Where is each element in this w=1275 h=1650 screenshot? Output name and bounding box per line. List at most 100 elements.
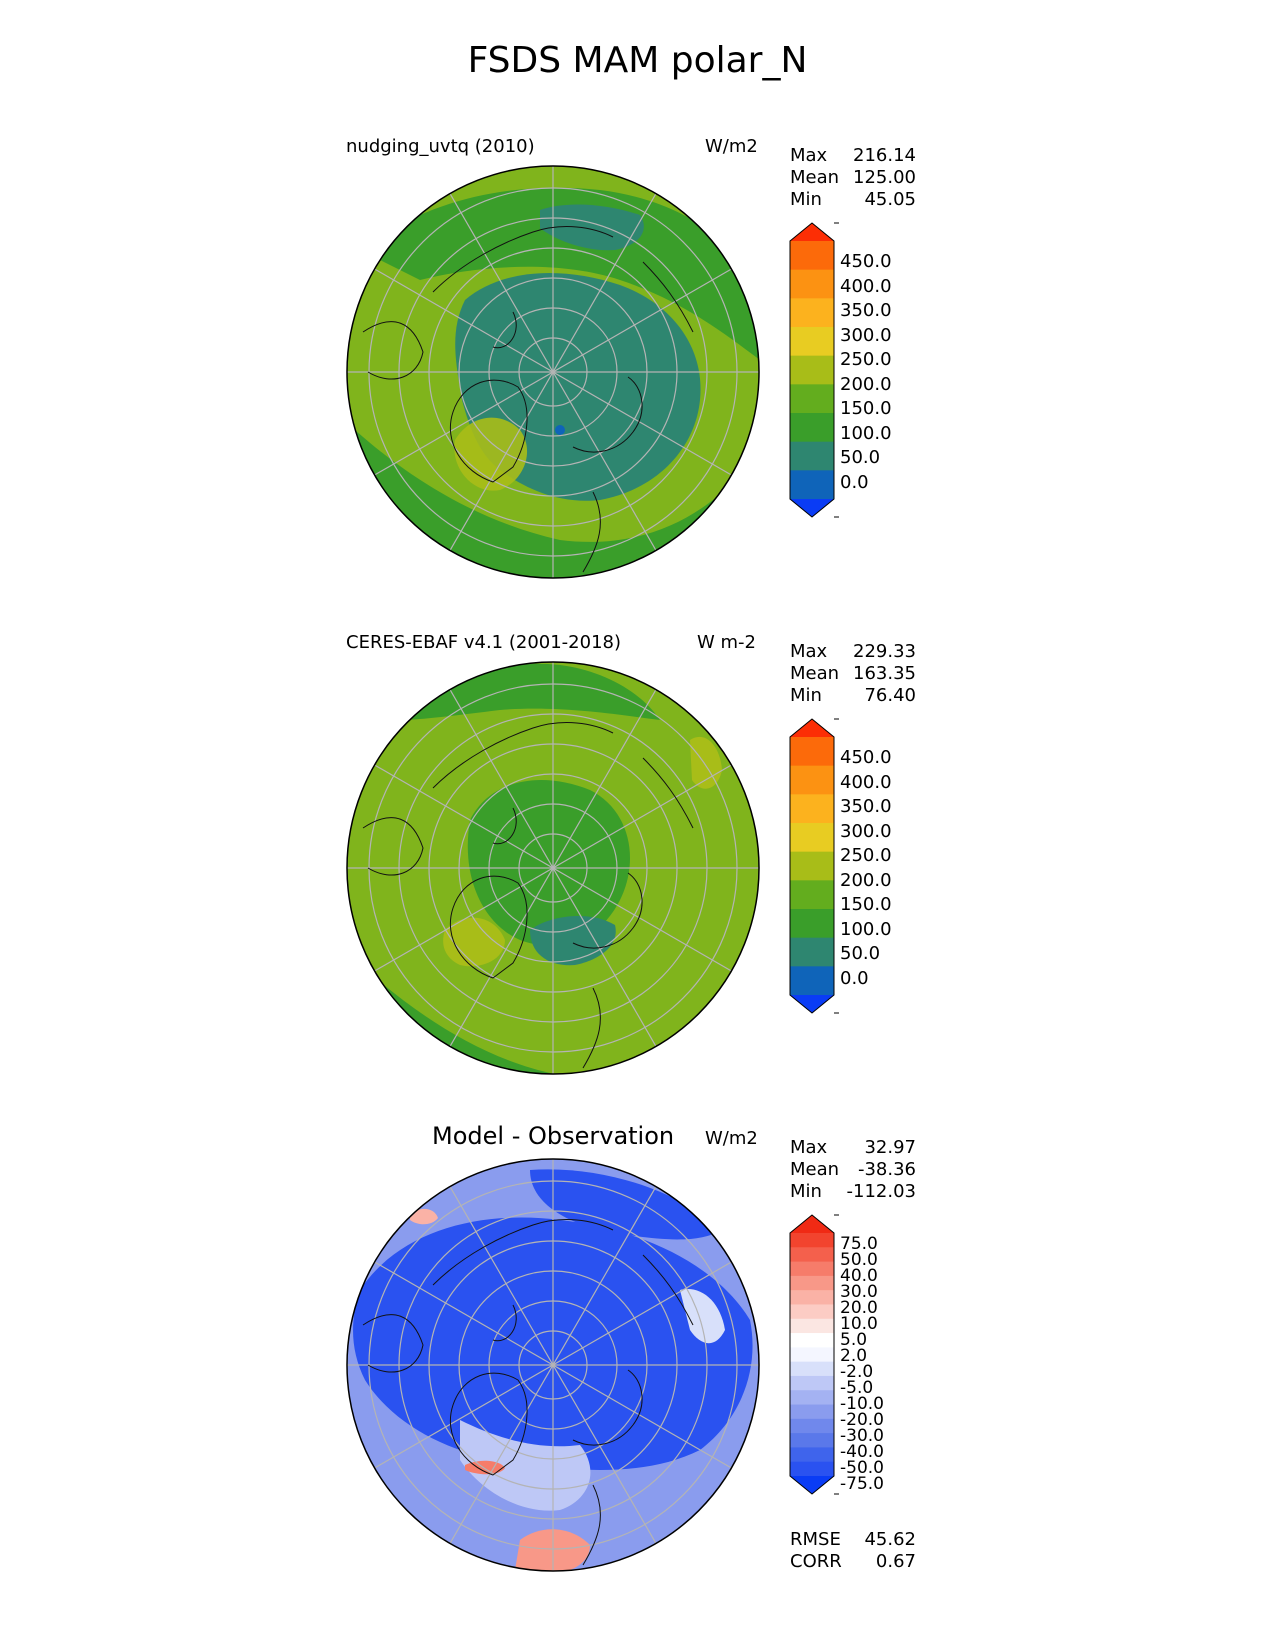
- colorbar-tick: 200.0: [840, 870, 892, 891]
- colorbar-tick: 150.0: [840, 398, 892, 419]
- coastline: [642, 757, 694, 829]
- coastline: [492, 807, 517, 845]
- contour-region: [460, 1420, 591, 1511]
- colorbar-tick: 350.0: [840, 300, 892, 321]
- colorbar-tick: 400.0: [840, 276, 892, 297]
- colorbar-tick: 50.0: [840, 943, 881, 964]
- colorbar-segment: [790, 937, 834, 967]
- coastline: [582, 1484, 601, 1566]
- colorbar-tick: 200.0: [840, 374, 892, 395]
- colorbar-segment: [790, 851, 834, 881]
- coastline: [362, 321, 424, 380]
- colorbar-3: [789, 1214, 839, 1495]
- colorbar-tick: 100.0: [840, 423, 892, 444]
- colorbar-tick: 0.0: [840, 472, 869, 493]
- colorbar-segment: [790, 737, 834, 767]
- colorbar-segment: [790, 384, 834, 414]
- colorbar-segment: [790, 1233, 834, 1248]
- stat-label: Max: [790, 145, 828, 166]
- panel-1-units: W/m2: [705, 136, 758, 157]
- colorbar-tick: 400.0: [840, 772, 892, 793]
- colorbar-outline: [789, 1214, 835, 1495]
- colorbar-segment: [790, 1418, 834, 1434]
- colorbar-tick: -5.0: [840, 1378, 874, 1398]
- panel-2-graticule: [346, 661, 760, 1075]
- map-overlays: [346, 165, 760, 1572]
- longitude-line: [449, 1186, 657, 1544]
- colorbar-outline: [789, 718, 835, 1014]
- figure-title: FSDS MAM polar_N: [467, 40, 808, 81]
- colorbar-segment: [790, 269, 834, 299]
- stat-value: 45.05: [864, 189, 916, 210]
- contour-region: [540, 204, 644, 251]
- panel-2-units: W m-2: [697, 632, 757, 653]
- coastline: [582, 987, 601, 1069]
- colorbar-tick: 300.0: [840, 821, 892, 842]
- panel-1-title: nudging_uvtq (2010): [346, 136, 535, 157]
- colorbar-segment: [790, 1447, 834, 1463]
- coastline: [492, 1304, 517, 1342]
- colorbar-segment: [790, 1333, 834, 1348]
- stat-label: Min: [790, 189, 822, 210]
- score-label: RMSE: [790, 1529, 841, 1550]
- coastline: [642, 1254, 694, 1326]
- colorbar-extend-max: [790, 223, 834, 241]
- colorbar-segment: [790, 327, 834, 357]
- contour-region: [530, 1169, 720, 1240]
- longitude-line: [449, 689, 657, 1047]
- coastline: [362, 817, 424, 876]
- stat-value: 32.97: [864, 1137, 916, 1158]
- stat-label: Max: [790, 641, 828, 662]
- colorbar-segment: [790, 441, 834, 471]
- stat-value: 216.14: [853, 145, 916, 166]
- colorbar-tick: -30.0: [840, 1426, 884, 1446]
- contour-region: [690, 736, 722, 789]
- colorbar-tick: 250.0: [840, 845, 892, 866]
- panel-3-stats: Max 32.97 Mean -38.36 Min -112.03: [790, 1137, 916, 1203]
- stat-value: -112.03: [846, 1181, 916, 1202]
- colorbar-tick: 2.0: [840, 1346, 868, 1366]
- map-border: [346, 165, 760, 579]
- colorbar-segment: [790, 909, 834, 939]
- colorbar-tick: -20.0: [840, 1410, 884, 1430]
- colorbar-segment: [790, 470, 834, 500]
- colorbar-tick: 100.0: [840, 919, 892, 940]
- colorbar-tick: 40.0: [840, 1266, 878, 1286]
- colorbar-tick: 150.0: [840, 894, 892, 915]
- colorbar-segment: [790, 1247, 834, 1263]
- coastline: [572, 872, 643, 949]
- colorbar-tick: 450.0: [840, 747, 892, 768]
- colorbars: [789, 222, 839, 1495]
- panel-3-scores: RMSE 45.62 CORR 0.67: [790, 1529, 916, 1573]
- coastline: [432, 226, 614, 293]
- score-label: CORR: [790, 1551, 842, 1572]
- colorbar-tick: -50.0: [840, 1458, 884, 1478]
- colorbar-segment: [790, 1347, 834, 1363]
- colorbar-extend-max: [790, 1215, 834, 1233]
- colorbar-tick: 250.0: [840, 349, 892, 370]
- colorbar-tick: -2.0: [840, 1362, 874, 1382]
- colorbar-tick: 450.0: [840, 251, 892, 272]
- panel-1-stats: Max 216.14 Mean 125.00 Min 45.05: [790, 145, 916, 211]
- stat-label: Mean: [790, 167, 840, 188]
- colorbar-segment: [790, 1461, 834, 1477]
- colorbar-extend-min: [790, 499, 834, 517]
- score-value: 0.67: [875, 1551, 916, 1572]
- stat-value: 229.33: [853, 641, 916, 662]
- colorbar-tick: 5.0: [840, 1330, 868, 1350]
- colorbar-segment: [790, 1404, 834, 1420]
- panel-3-units: W/m2: [705, 1128, 758, 1149]
- colorbar-tick: 50.0: [840, 447, 881, 468]
- colorbar-tick: 50.0: [840, 1250, 878, 1270]
- coastline: [362, 1314, 424, 1373]
- panel-3-title: Model - Observation: [432, 1122, 675, 1150]
- contour-region: [410, 1208, 438, 1225]
- panel-2-stats: Max 229.33 Mean 163.35 Min 76.40: [790, 641, 916, 707]
- panel-3-graticule: [346, 1158, 760, 1572]
- colorbar-segment: [790, 1318, 834, 1334]
- colorbar-segment: [790, 1275, 834, 1291]
- coastline: [432, 1219, 614, 1286]
- colorbar-outline: [789, 222, 835, 518]
- colorbar-segment: [790, 298, 834, 328]
